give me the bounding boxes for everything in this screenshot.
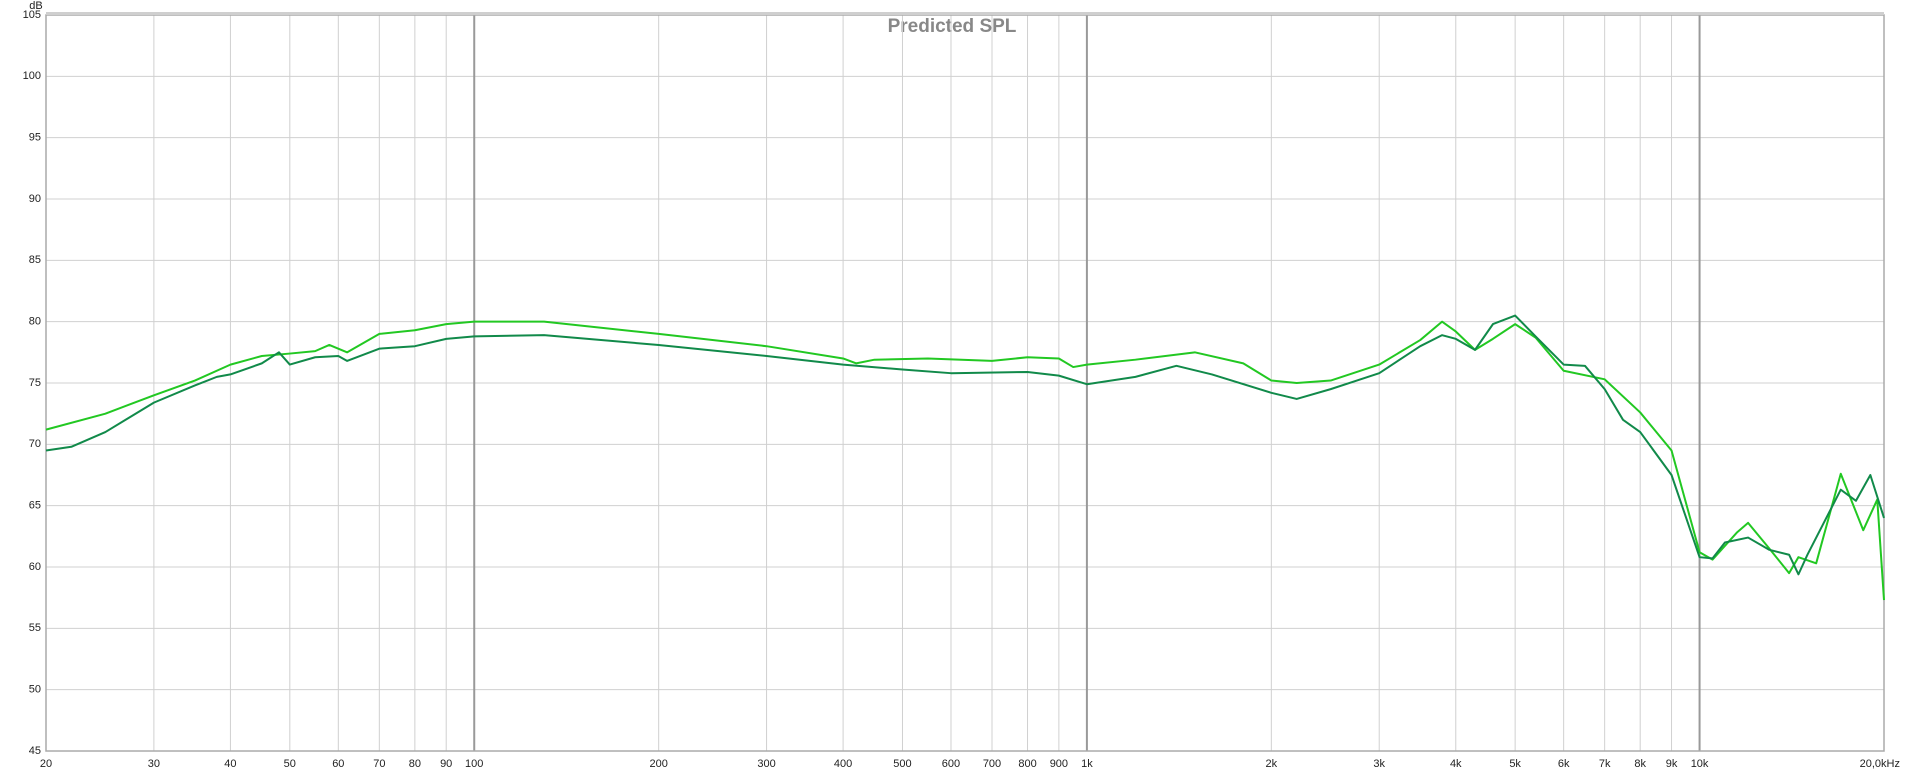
x-tick-label: 60 [332, 758, 344, 770]
x-tick-label: 2k [1266, 758, 1278, 770]
x-tick-label: 200 [649, 758, 667, 770]
y-tick-label: 100 [23, 70, 41, 82]
x-tick-label: 10k [1691, 758, 1709, 770]
x-tick-label: 300 [757, 758, 775, 770]
y-tick-label: 75 [29, 377, 41, 389]
chart-title: Predicted SPL [888, 16, 1017, 37]
y-tick-label: 105 [23, 9, 41, 21]
y-tick-label: 80 [29, 316, 41, 328]
x-tick-label: 800 [1018, 758, 1036, 770]
x-tick-label: 20,0kHz [1860, 758, 1900, 770]
x-tick-label: 7k [1599, 758, 1611, 770]
x-tick-label: 4k [1450, 758, 1462, 770]
top-border [46, 12, 1884, 15]
x-tick-label: 9k [1666, 758, 1678, 770]
x-tick-label: 40 [224, 758, 236, 770]
y-tick-label: 55 [29, 622, 41, 634]
y-tick-label: 65 [29, 500, 41, 512]
y-tick-label: 60 [29, 561, 41, 573]
x-tick-label: 70 [373, 758, 385, 770]
x-tick-label: 500 [893, 758, 911, 770]
x-tick-label: 1k [1081, 758, 1093, 770]
x-tick-label: 100 [465, 758, 483, 770]
x-tick-label: 5k [1509, 758, 1521, 770]
y-axis-label: dB [29, 0, 42, 12]
y-tick-label: 50 [29, 684, 41, 696]
series-line [45, 314, 1885, 576]
series-line [45, 320, 1885, 601]
x-tick-label: 6k [1558, 758, 1570, 770]
x-tick-label: 30 [148, 758, 160, 770]
x-tick-label: 400 [834, 758, 852, 770]
x-tick-label: 80 [409, 758, 421, 770]
x-tick-label: 8k [1634, 758, 1646, 770]
y-tick-label: 95 [29, 132, 41, 144]
y-tick-label: 85 [29, 254, 41, 266]
x-tick-label: 20 [40, 758, 52, 770]
x-tick-label: 600 [942, 758, 960, 770]
y-tick-label: 90 [29, 193, 41, 205]
y-tick-label: 45 [29, 745, 41, 757]
x-tick-label: 900 [1050, 758, 1068, 770]
x-tick-label: 700 [983, 758, 1001, 770]
x-tick-label: 90 [440, 758, 452, 770]
y-tick-label: 70 [29, 438, 41, 450]
x-tick-label: 50 [284, 758, 296, 770]
x-tick-label: 3k [1373, 758, 1385, 770]
